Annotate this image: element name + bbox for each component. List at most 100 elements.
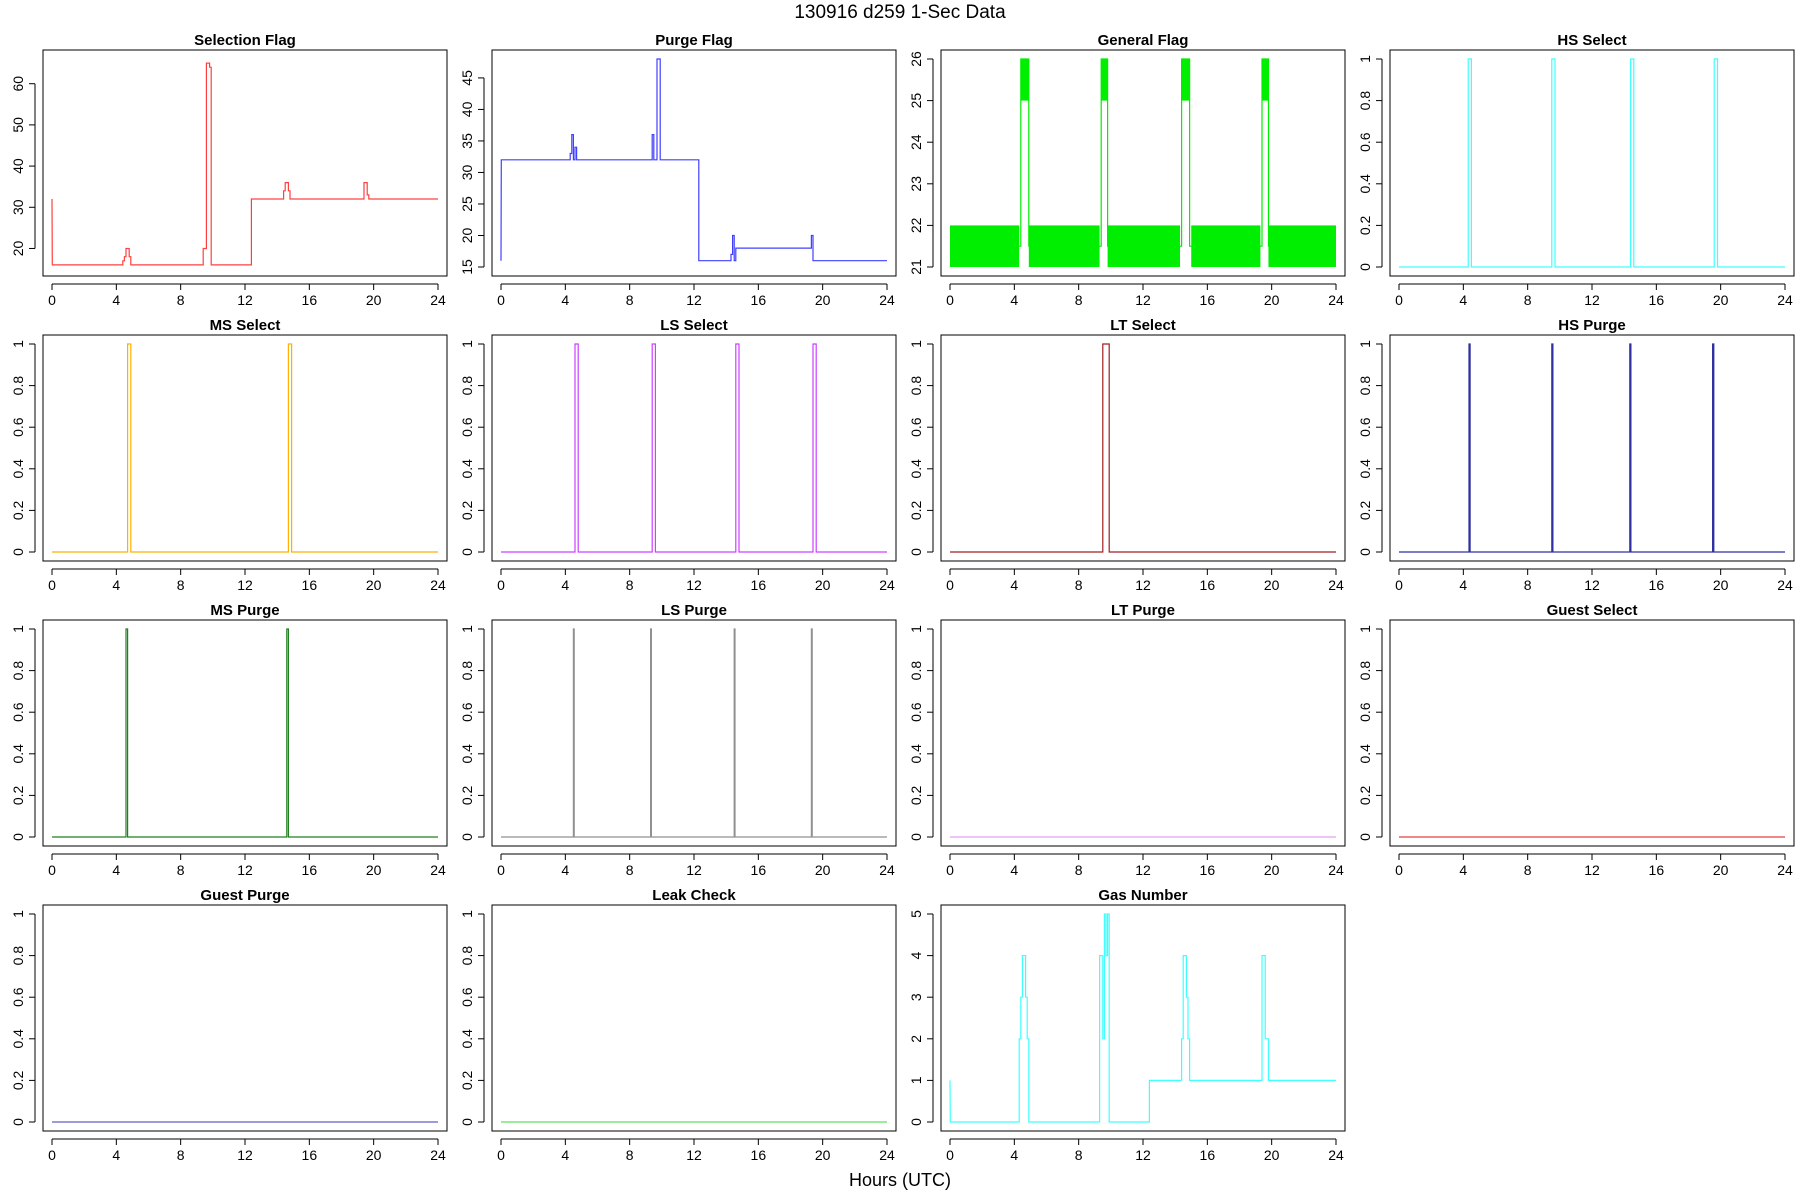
chart-panel-13: Leak Check 0 4 8 12 16 20 24 0 0.2 0.4 0.6 0.8 1 bbox=[459, 887, 897, 1163]
y-tick-label: 0.4 bbox=[10, 744, 26, 764]
x-tick-label: 0 bbox=[48, 292, 56, 308]
x-axis: 0 4 8 12 16 20 24 bbox=[946, 283, 1344, 308]
y-tick-label: 1 bbox=[459, 910, 475, 918]
plot-frame bbox=[940, 334, 1346, 562]
x-tick-label: 0 bbox=[497, 292, 505, 308]
y-tick-label: 0.2 bbox=[10, 500, 26, 520]
y-tick-label: 1 bbox=[1357, 340, 1373, 348]
series-line bbox=[51, 62, 438, 266]
x-tick-label: 24 bbox=[1328, 292, 1344, 308]
y-tick-label: 0.2 bbox=[459, 1070, 475, 1090]
series-line bbox=[950, 343, 1336, 553]
y-tick-label: 1 bbox=[459, 625, 475, 633]
panel-title: LT Select bbox=[1110, 317, 1176, 334]
chart-panel-0: Selection Flag 0 4 8 12 16 20 24 20 30 40 50 60 bbox=[10, 32, 448, 308]
x-tick-label: 12 bbox=[1135, 862, 1151, 878]
plot-frame bbox=[940, 904, 1346, 1132]
y-tick-label: 0.6 bbox=[908, 702, 924, 722]
y-tick-label: 0.4 bbox=[10, 1029, 26, 1049]
plot-frame bbox=[491, 619, 897, 847]
x-tick-label: 20 bbox=[1713, 577, 1729, 593]
y-tick-label: 0 bbox=[459, 1118, 475, 1126]
y-tick-label: 0.8 bbox=[459, 661, 475, 681]
x-tick-label: 20 bbox=[1264, 1147, 1280, 1163]
series-line bbox=[1399, 343, 1785, 553]
x-tick-label: 20 bbox=[815, 1147, 831, 1163]
y-tick-label: 0.4 bbox=[1357, 174, 1373, 194]
y-axis: 21 22 23 24 25 26 bbox=[908, 51, 934, 275]
x-tick-label: 16 bbox=[751, 292, 767, 308]
y-tick-label: 1 bbox=[1357, 625, 1373, 633]
panel-title: Leak Check bbox=[652, 887, 736, 904]
series-line bbox=[1399, 58, 1785, 268]
x-axis-label: Hours (UTC) bbox=[849, 1170, 951, 1190]
x-tick-label: 20 bbox=[1713, 862, 1729, 878]
x-tick-label: 20 bbox=[1264, 577, 1280, 593]
x-tick-label: 20 bbox=[366, 1147, 382, 1163]
chart-panel-7: HS Purge 0 4 8 12 16 20 24 0 0.2 0.4 0.6 0.8 1 bbox=[1357, 317, 1795, 593]
x-tick-label: 4 bbox=[1459, 862, 1467, 878]
y-tick-label: 0.6 bbox=[459, 702, 475, 722]
panel-title: Selection Flag bbox=[194, 32, 296, 49]
x-tick-label: 0 bbox=[1395, 292, 1403, 308]
x-axis: 0 4 8 12 16 20 24 bbox=[946, 853, 1344, 878]
y-tick-label: 0.2 bbox=[10, 785, 26, 805]
y-tick-label: 0.8 bbox=[908, 376, 924, 396]
x-tick-label: 12 bbox=[686, 862, 702, 878]
y-tick-label: 20 bbox=[459, 227, 475, 243]
chart-panel-11: Guest Select 0 4 8 12 16 20 24 0 0.2 0.4 0.6 0.8 1 bbox=[1357, 602, 1795, 878]
chart-panel-3: HS Select 0 4 8 12 16 20 24 0 0.2 0.4 0.6 0.8 1 bbox=[1357, 32, 1795, 308]
y-tick-label: 20 bbox=[10, 240, 26, 256]
y-tick-label: 24 bbox=[908, 134, 924, 150]
x-tick-label: 8 bbox=[626, 862, 634, 878]
y-tick-label: 0.6 bbox=[459, 987, 475, 1007]
panel-title: Gas Number bbox=[1098, 887, 1187, 904]
x-tick-label: 12 bbox=[237, 292, 253, 308]
x-tick-label: 8 bbox=[1075, 577, 1083, 593]
y-tick-label: 35 bbox=[459, 133, 475, 149]
y-tick-label: 0.6 bbox=[1357, 702, 1373, 722]
y-tick-label: 0.8 bbox=[10, 376, 26, 396]
x-tick-label: 24 bbox=[1777, 577, 1793, 593]
x-tick-label: 8 bbox=[626, 577, 634, 593]
x-tick-label: 0 bbox=[48, 577, 56, 593]
x-tick-label: 16 bbox=[1200, 292, 1216, 308]
y-tick-label: 0.8 bbox=[1357, 376, 1373, 396]
y-tick-label: 0.2 bbox=[459, 785, 475, 805]
x-axis: 0 4 8 12 16 20 24 bbox=[946, 1138, 1344, 1163]
y-axis: 0 0.2 0.4 0.6 0.8 1 bbox=[1357, 340, 1383, 556]
x-tick-label: 12 bbox=[1584, 292, 1600, 308]
x-tick-label: 16 bbox=[751, 862, 767, 878]
x-tick-label: 4 bbox=[112, 292, 120, 308]
y-tick-label: 0.8 bbox=[908, 661, 924, 681]
y-tick-label: 0 bbox=[1357, 548, 1373, 556]
x-tick-label: 12 bbox=[237, 862, 253, 878]
x-tick-label: 24 bbox=[879, 862, 895, 878]
y-tick-label: 0.2 bbox=[1357, 785, 1373, 805]
x-axis: 0 4 8 12 16 20 24 bbox=[1395, 283, 1793, 308]
plot-frame bbox=[42, 49, 448, 277]
x-tick-label: 8 bbox=[626, 292, 634, 308]
x-tick-label: 12 bbox=[1584, 862, 1600, 878]
chart-panel-2: General Flag 0 4 8 12 16 20 24 21 22 23 24 25 26 bbox=[908, 32, 1346, 308]
y-tick-label: 22 bbox=[908, 217, 924, 233]
y-tick-label: 1 bbox=[908, 340, 924, 348]
y-tick-label: 0.4 bbox=[1357, 459, 1373, 479]
x-tick-label: 20 bbox=[366, 577, 382, 593]
x-axis: 0 4 8 12 16 20 24 bbox=[48, 283, 446, 308]
plot-frame bbox=[42, 619, 448, 847]
y-axis: 0 0.2 0.4 0.6 0.8 1 bbox=[10, 340, 36, 556]
x-tick-label: 8 bbox=[1524, 862, 1532, 878]
x-tick-label: 24 bbox=[1328, 862, 1344, 878]
x-tick-label: 8 bbox=[1524, 292, 1532, 308]
y-tick-label: 0.4 bbox=[459, 459, 475, 479]
x-tick-label: 24 bbox=[879, 292, 895, 308]
x-axis: 0 4 8 12 16 20 24 bbox=[497, 283, 895, 308]
x-tick-label: 16 bbox=[1649, 862, 1665, 878]
x-tick-label: 16 bbox=[302, 1147, 318, 1163]
y-tick-label: 0 bbox=[1357, 833, 1373, 841]
panel-title: Purge Flag bbox=[655, 32, 733, 49]
y-tick-label: 1 bbox=[10, 625, 26, 633]
x-tick-label: 8 bbox=[1075, 292, 1083, 308]
panel-title: MS Select bbox=[210, 317, 281, 334]
